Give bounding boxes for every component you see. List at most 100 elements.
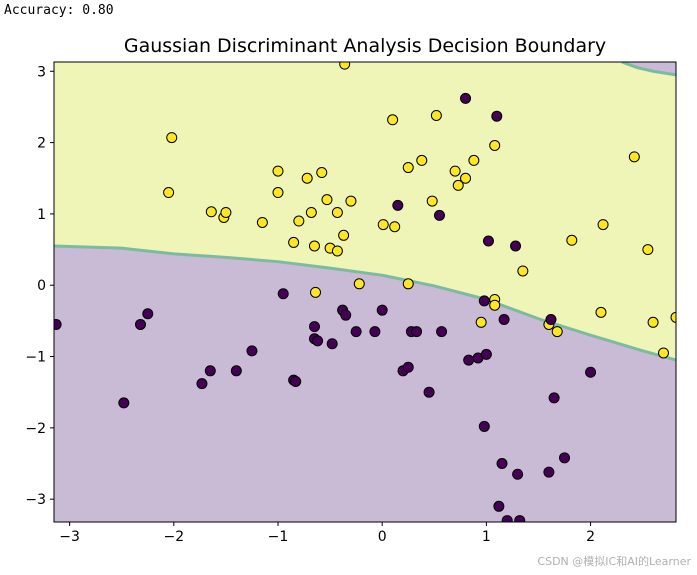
data-point-class-1 (321, 194, 333, 206)
data-point-class-1 (642, 244, 654, 256)
x-tick-label: 1 (482, 529, 491, 545)
data-point-class-1 (430, 109, 442, 121)
data-point-class-0 (392, 199, 404, 211)
data-point-class-1 (517, 265, 529, 277)
data-point-class-1 (387, 114, 399, 126)
y-tick-label: −3 (25, 492, 46, 508)
data-point-class-1 (353, 278, 365, 290)
data-point-class-0 (350, 326, 362, 338)
data-point-class-1 (657, 347, 669, 359)
data-point-class-1 (670, 311, 676, 323)
data-point-class-1 (310, 286, 322, 298)
data-point-class-0 (463, 354, 475, 366)
data-point-class-0 (545, 313, 557, 325)
x-tick-label: −1 (268, 529, 289, 545)
accuracy-output: Accuracy: 0.80 (4, 3, 114, 18)
data-point-class-1 (489, 299, 501, 311)
data-point-class-0 (118, 397, 130, 409)
data-point-class-0 (480, 348, 492, 360)
data-point-class-0 (585, 366, 597, 378)
data-point-class-1 (308, 240, 320, 252)
data-point-class-0 (290, 376, 302, 388)
data-point-class-0 (340, 309, 352, 321)
data-point-class-0 (559, 452, 571, 464)
data-point-class-0 (501, 515, 513, 522)
data-point-class-1 (205, 206, 217, 218)
data-point-class-1 (489, 139, 501, 151)
data-point-class-0 (548, 392, 560, 404)
data-point-class-1 (316, 167, 328, 179)
data-point-class-0 (512, 468, 524, 480)
data-point-class-1 (220, 206, 232, 218)
y-tick-label: 2 (37, 136, 46, 152)
data-point-class-0 (142, 308, 154, 320)
data-point-class-1 (647, 316, 659, 328)
data-point-class-1 (163, 187, 175, 199)
data-point-class-1 (338, 229, 350, 241)
data-point-class-1 (449, 165, 461, 177)
data-point-class-1 (426, 195, 438, 207)
data-point-class-1 (475, 316, 487, 328)
y-tick-label: 1 (37, 207, 46, 223)
data-point-class-1 (595, 306, 607, 318)
data-point-class-0 (376, 304, 388, 316)
data-point-class-1 (377, 219, 389, 231)
chart-title: Gaussian Discriminant Analysis Decision … (124, 35, 606, 57)
data-point-class-1 (402, 162, 414, 174)
y-tick-label: −1 (25, 350, 46, 366)
data-point-class-1 (468, 154, 480, 166)
x-tick-label: 0 (378, 529, 387, 545)
data-point-class-0 (312, 335, 324, 347)
y-tick-label: 0 (37, 278, 46, 294)
data-point-class-1 (166, 132, 178, 144)
data-point-class-0 (491, 110, 503, 122)
data-point-class-0 (308, 321, 320, 333)
data-point-class-1 (293, 215, 305, 227)
data-point-class-0 (230, 365, 242, 377)
data-point-class-1 (272, 187, 284, 199)
data-point-class-0 (196, 378, 208, 390)
y-tick-label: 3 (37, 64, 46, 80)
data-point-class-1 (272, 165, 284, 177)
data-point-class-0 (246, 345, 258, 357)
data-point-class-1 (301, 172, 313, 184)
data-point-class-1 (460, 172, 472, 184)
axes-frame (53, 61, 677, 523)
x-tick-label: −3 (59, 529, 80, 545)
data-point-class-0 (411, 326, 423, 338)
data-point-class-1 (288, 236, 300, 248)
decision-boundary (54, 244, 676, 362)
data-point-class-0 (402, 361, 414, 373)
data-point-class-1 (345, 195, 357, 207)
data-point-class-1 (305, 206, 317, 218)
data-point-class-1 (331, 245, 343, 257)
data-point-class-1 (339, 62, 351, 70)
data-point-class-1 (331, 206, 343, 218)
y-tick-label: −2 (25, 421, 46, 437)
data-point-class-0 (460, 92, 472, 104)
data-point-class-0 (54, 318, 62, 330)
data-point-class-0 (436, 326, 448, 338)
data-point-class-0 (496, 458, 508, 470)
data-point-class-0 (543, 466, 555, 478)
data-point-class-1 (566, 234, 578, 246)
data-point-class-1 (452, 179, 464, 191)
data-point-class-0 (498, 313, 510, 325)
data-point-class-0 (204, 365, 216, 377)
data-point-class-1 (256, 216, 268, 228)
watermark-text: CSDN @模拟IC和AI的Learner (537, 555, 691, 568)
data-point-class-0 (277, 288, 289, 300)
data-point-class-1 (416, 154, 428, 166)
data-point-class-1 (628, 151, 640, 163)
data-point-class-0 (510, 240, 522, 252)
data-point-class-1 (389, 221, 401, 233)
x-tick-label: 2 (586, 529, 595, 545)
data-point-class-0 (478, 420, 490, 432)
data-point-class-0 (326, 338, 338, 350)
data-point-class-0 (433, 209, 445, 221)
data-point-class-0 (514, 515, 526, 522)
data-point-class-1 (402, 278, 414, 290)
data-point-class-1 (597, 219, 609, 231)
data-point-class-0 (134, 318, 146, 330)
